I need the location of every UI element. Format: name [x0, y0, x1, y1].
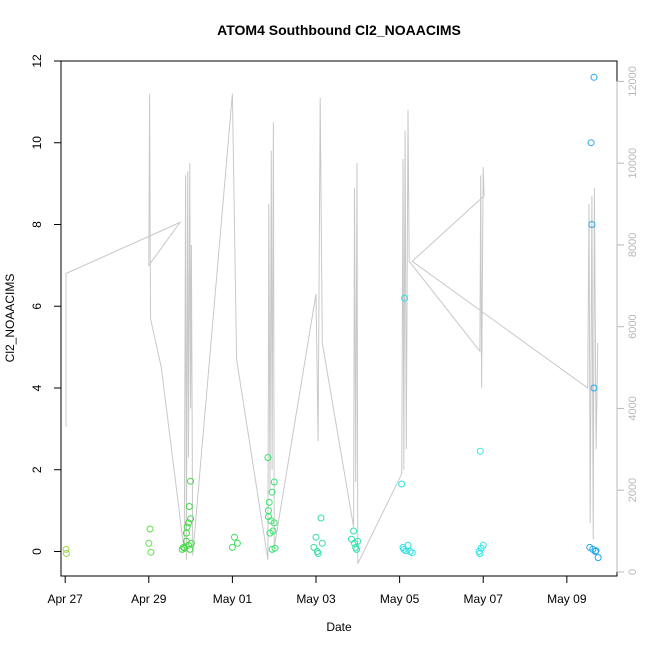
data-point: [348, 535, 355, 543]
data-point: [62, 545, 70, 553]
data-point: [264, 454, 272, 461]
data-point: [590, 73, 598, 81]
y2-tick-label: 12000: [627, 66, 639, 97]
data-point: [270, 478, 278, 486]
data-point: [476, 550, 484, 557]
data-point: [314, 550, 322, 557]
y2-tick-label: 10000: [627, 148, 639, 179]
x-axis-label: Date: [326, 620, 352, 634]
y2-tick-label: 2000: [627, 478, 639, 502]
data-point: [62, 550, 70, 557]
data-point: [404, 541, 412, 549]
x-tick-label: May 09: [547, 592, 587, 606]
data-points-layer: [62, 73, 602, 562]
data-point: [310, 543, 318, 551]
data-point: [401, 294, 409, 302]
altitude-track-line: [65, 93, 599, 564]
data-point: [147, 548, 155, 556]
data-point: [187, 515, 195, 523]
y-axis-right: 0 2000 4000 6000 8000 10000 12000: [616, 66, 639, 575]
data-point: [270, 519, 278, 527]
y-tick-label: 8: [30, 221, 44, 228]
data-point: [317, 514, 325, 522]
data-point: [233, 539, 241, 547]
data-point: [265, 498, 273, 506]
data-point: [479, 541, 487, 549]
data-point: [271, 544, 279, 552]
data-point: [354, 537, 362, 545]
y-tick-label: 4: [30, 384, 44, 391]
data-point: [183, 523, 191, 531]
x-tick-label: May 05: [380, 592, 420, 606]
data-point: [398, 480, 406, 488]
data-point: [185, 503, 193, 510]
y2-tick-label: 8000: [627, 233, 639, 257]
data-point: [408, 549, 416, 557]
y2-tick-label: 0: [627, 569, 639, 575]
y-tick-label: 12: [30, 54, 44, 68]
data-point: [186, 545, 194, 553]
y2-tick-label: 4000: [627, 396, 639, 420]
y-tick-label: 2: [30, 466, 44, 473]
x-axis: Apr 27 Apr 29 May 01 May 03 May 05 May 07 May …: [48, 575, 587, 606]
data-point: [268, 488, 276, 496]
data-point: [146, 525, 154, 533]
x-tick-label: May 01: [213, 592, 253, 606]
x-tick-label: Apr 27: [48, 592, 84, 606]
data-point: [594, 554, 602, 562]
data-point: [228, 543, 236, 551]
chart-title: ATOM4 Southbound Cl2_NOAACIMS: [217, 22, 461, 38]
x-tick-label: Apr 29: [131, 592, 167, 606]
data-point: [312, 533, 320, 541]
x-tick-label: May 03: [296, 592, 336, 606]
plot-frame: [60, 60, 618, 577]
data-point: [591, 548, 599, 555]
data-point: [269, 527, 277, 535]
y-tick-label: 6: [30, 303, 44, 310]
data-point: [592, 547, 600, 555]
altitude-track-layer: [65, 93, 599, 564]
data-point: [187, 477, 195, 485]
data-point: [231, 533, 238, 541]
data-point: [350, 527, 358, 535]
data-point: [588, 221, 596, 228]
data-point: [587, 139, 595, 147]
y-axis-label: Cl2_NOAACIMS: [3, 274, 17, 363]
y-tick-label: 0: [30, 548, 44, 555]
y2-tick-label: 6000: [627, 314, 639, 338]
data-point: [590, 384, 598, 392]
x-tick-label: May 07: [464, 592, 504, 606]
y-axis-left: 0 2 4 6 8 10 12: [30, 54, 62, 555]
data-point: [185, 519, 192, 527]
y-tick-label: 10: [30, 136, 44, 150]
data-point: [318, 539, 326, 547]
data-point: [476, 447, 484, 455]
data-point: [353, 545, 361, 553]
data-point: [145, 539, 153, 547]
